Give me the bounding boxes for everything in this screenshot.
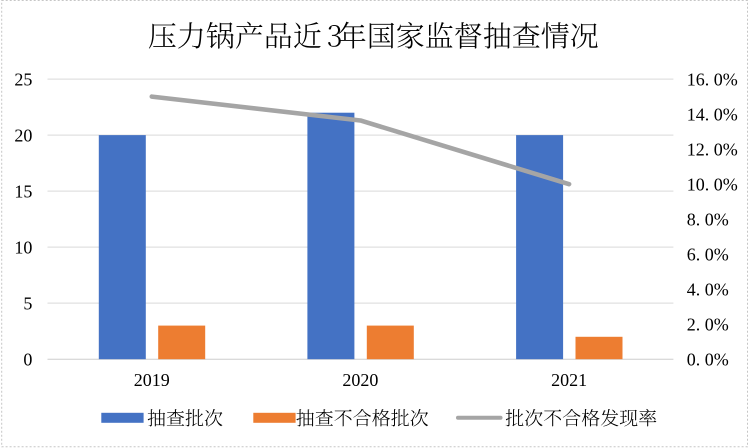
svg-text:25: 25 xyxy=(14,70,32,90)
svg-text:4. 0%: 4. 0% xyxy=(687,280,729,300)
svg-text:10: 10 xyxy=(14,238,32,258)
svg-text:2019: 2019 xyxy=(134,370,170,390)
svg-text:2020: 2020 xyxy=(342,370,378,390)
svg-text:20: 20 xyxy=(14,126,32,146)
svg-text:16. 0%: 16. 0% xyxy=(687,70,738,90)
svg-text:2021: 2021 xyxy=(551,370,587,390)
svg-text:6. 0%: 6. 0% xyxy=(687,245,729,265)
svg-text:5: 5 xyxy=(23,294,32,314)
svg-text:14. 0%: 14. 0% xyxy=(687,105,738,125)
svg-text:10. 0%: 10. 0% xyxy=(687,175,738,195)
svg-text:0. 0%: 0. 0% xyxy=(687,350,729,370)
svg-text:2. 0%: 2. 0% xyxy=(687,315,729,335)
svg-text:15: 15 xyxy=(14,182,32,202)
svg-text:12. 0%: 12. 0% xyxy=(687,140,738,160)
svg-text:8. 0%: 8. 0% xyxy=(687,210,729,230)
svg-text:0: 0 xyxy=(23,350,32,370)
